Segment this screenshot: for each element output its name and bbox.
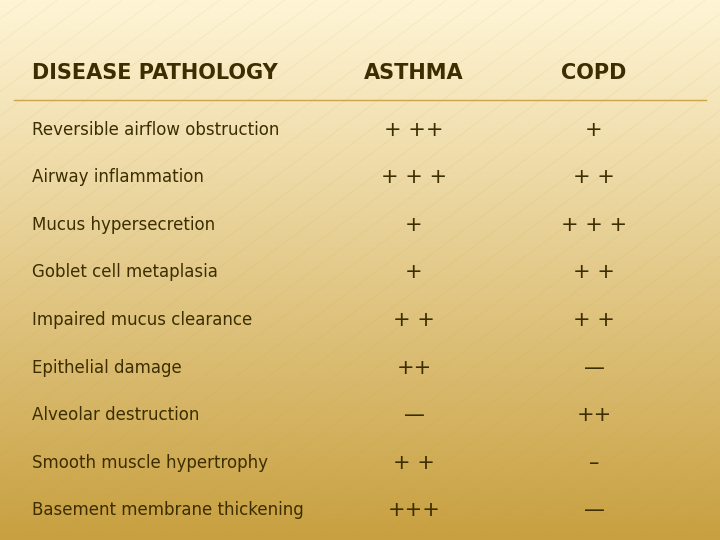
Text: +: + bbox=[405, 215, 423, 235]
Text: Mucus hypersecretion: Mucus hypersecretion bbox=[32, 216, 215, 234]
Text: Airway inflammation: Airway inflammation bbox=[32, 168, 204, 186]
Text: Goblet cell metaplasia: Goblet cell metaplasia bbox=[32, 264, 218, 281]
Text: —: — bbox=[584, 500, 604, 521]
Text: + +: + + bbox=[393, 310, 435, 330]
Text: COPD: COPD bbox=[562, 63, 626, 83]
Text: ASTHMA: ASTHMA bbox=[364, 63, 464, 83]
Text: + ++: + ++ bbox=[384, 119, 444, 140]
Text: Impaired mucus clearance: Impaired mucus clearance bbox=[32, 311, 253, 329]
Text: Smooth muscle hypertrophy: Smooth muscle hypertrophy bbox=[32, 454, 269, 472]
Text: + +: + + bbox=[573, 167, 615, 187]
Text: Basement membrane thickening: Basement membrane thickening bbox=[32, 501, 304, 519]
Text: Alveolar destruction: Alveolar destruction bbox=[32, 406, 199, 424]
Text: + + +: + + + bbox=[381, 167, 447, 187]
Text: –: – bbox=[589, 453, 599, 472]
Text: +++: +++ bbox=[387, 500, 441, 521]
Text: ++: ++ bbox=[577, 405, 611, 425]
Text: + +: + + bbox=[573, 262, 615, 282]
Text: + +: + + bbox=[573, 310, 615, 330]
Text: ++: ++ bbox=[397, 357, 431, 377]
Text: DISEASE PATHOLOGY: DISEASE PATHOLOGY bbox=[32, 63, 278, 83]
Text: —: — bbox=[404, 405, 424, 425]
Text: + + +: + + + bbox=[561, 215, 627, 235]
Text: + +: + + bbox=[393, 453, 435, 472]
Text: +: + bbox=[585, 119, 603, 140]
Text: —: — bbox=[584, 357, 604, 377]
Text: Reversible airflow obstruction: Reversible airflow obstruction bbox=[32, 120, 280, 139]
Text: Epithelial damage: Epithelial damage bbox=[32, 359, 182, 376]
Text: +: + bbox=[405, 262, 423, 282]
